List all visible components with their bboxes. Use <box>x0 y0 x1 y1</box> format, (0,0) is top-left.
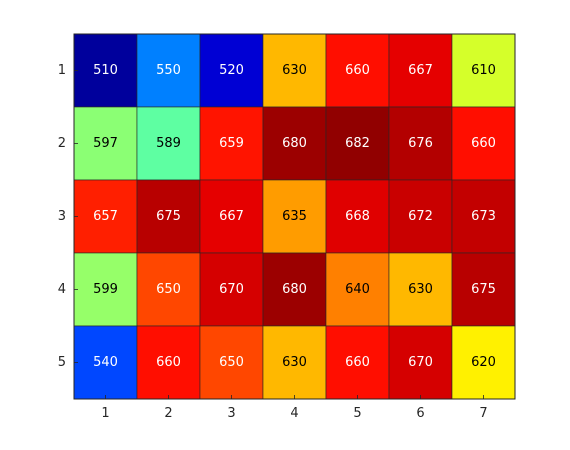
heatmap-cell <box>73 325 138 400</box>
cell-value-label: 610 <box>471 63 496 78</box>
heatmap-cell <box>199 106 264 181</box>
cell-value-label: 680 <box>282 282 307 297</box>
cell-value-label: 660 <box>345 355 370 370</box>
x-tick-label: 6 <box>416 406 424 421</box>
x-tick-label: 2 <box>164 406 172 421</box>
y-tick-label: 1 <box>58 63 66 78</box>
cell-value-label: 680 <box>282 136 307 151</box>
y-tick-label: 5 <box>58 355 66 370</box>
x-axis: 1 2 3 4 5 6 7 <box>101 395 488 421</box>
cell-value-label: 510 <box>93 63 118 78</box>
heatmap-cell <box>136 179 201 254</box>
y-axis: 1 2 3 4 5 <box>58 63 78 370</box>
cell-value-label: 540 <box>93 355 118 370</box>
heatmap-cell-labels: 510 550 520 630 660 667 610 597 589 659 680 682 676 6… <box>93 63 496 370</box>
x-tick-label: 4 <box>290 406 298 421</box>
heatmap-cell <box>451 325 516 400</box>
heatmap-cell <box>262 33 327 108</box>
cell-value-label: 668 <box>345 209 370 224</box>
y-tick-label: 4 <box>58 282 66 297</box>
heatmap-cell <box>73 33 138 108</box>
heatmap-cell <box>325 179 390 254</box>
cell-value-label: 659 <box>219 136 244 151</box>
x-tick-label: 1 <box>101 406 109 421</box>
cell-value-label: 597 <box>93 136 118 151</box>
heatmap-cell <box>325 33 390 108</box>
cell-value-label: 673 <box>471 209 496 224</box>
cell-value-label: 550 <box>156 63 181 78</box>
cell-value-label: 650 <box>156 282 181 297</box>
cell-value-label: 670 <box>408 355 433 370</box>
cell-value-label: 676 <box>408 136 433 151</box>
cell-value-label: 635 <box>282 209 307 224</box>
cell-value-label: 660 <box>345 63 370 78</box>
heatmap-cell <box>262 252 327 327</box>
heatmap-cell <box>451 252 516 327</box>
heatmap-cell <box>199 325 264 400</box>
heatmap-cell <box>388 33 453 108</box>
cell-value-label: 672 <box>408 209 433 224</box>
heatmap-cell <box>262 179 327 254</box>
heatmap-cell <box>136 33 201 108</box>
cell-value-label: 660 <box>471 136 496 151</box>
x-tick-label: 7 <box>479 406 487 421</box>
cell-value-label: 660 <box>156 355 181 370</box>
y-tick-label: 2 <box>58 136 66 151</box>
heatmap-cell <box>388 252 453 327</box>
cell-value-label: 650 <box>219 355 244 370</box>
heatmap-cell <box>136 252 201 327</box>
y-tick-label: 3 <box>58 209 66 224</box>
cell-value-label: 630 <box>282 355 307 370</box>
heatmap-cell <box>325 106 390 181</box>
heatmap-cell <box>73 106 138 181</box>
x-tick-label: 3 <box>227 406 235 421</box>
heatmap-cell <box>199 179 264 254</box>
heatmap-cells <box>73 33 516 400</box>
heatmap-cell <box>388 106 453 181</box>
cell-value-label: 589 <box>156 136 181 151</box>
cell-value-label: 657 <box>93 209 118 224</box>
cell-value-label: 630 <box>282 63 307 78</box>
cell-value-label: 667 <box>408 63 433 78</box>
cell-value-label: 667 <box>219 209 244 224</box>
x-tick-label: 5 <box>353 406 361 421</box>
heatmap-cell <box>388 179 453 254</box>
cell-value-label: 630 <box>408 282 433 297</box>
cell-value-label: 682 <box>345 136 370 151</box>
cell-value-label: 620 <box>471 355 496 370</box>
heatmap-cell <box>73 252 138 327</box>
heatmap-cell <box>451 106 516 181</box>
cell-value-label: 675 <box>156 209 181 224</box>
cell-value-label: 520 <box>219 63 244 78</box>
cell-value-label: 640 <box>345 282 370 297</box>
heatmap-cell <box>73 179 138 254</box>
cell-value-label: 599 <box>93 282 118 297</box>
cell-value-label: 670 <box>219 282 244 297</box>
cell-value-label: 675 <box>471 282 496 297</box>
heatmap-cell <box>451 179 516 254</box>
